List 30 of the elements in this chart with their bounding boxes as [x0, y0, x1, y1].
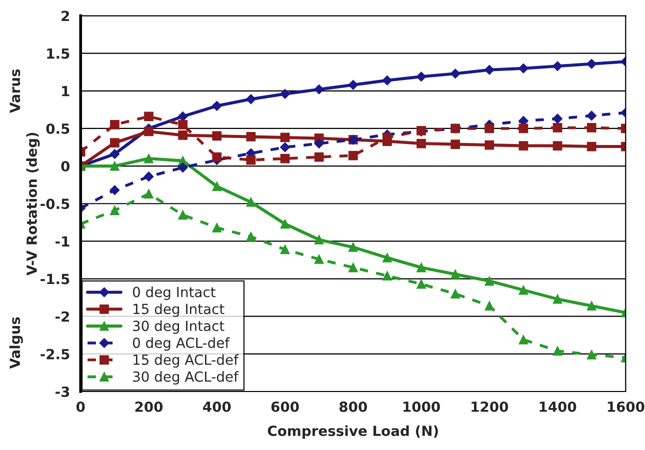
- y-tick-label: 1.5: [47, 48, 70, 59]
- legend-label: 30 deg ACL-def: [133, 371, 239, 385]
- y-tick-label: -1.5: [40, 274, 70, 284]
- x-axis-title: Compressive Load (N): [268, 425, 438, 439]
- y-tick-label: 1: [62, 86, 70, 96]
- y-tick-label: -0.5: [40, 198, 70, 210]
- x-tick-label: 400: [203, 401, 231, 412]
- y-tick-label: -2: [56, 311, 69, 322]
- y-tick-label: 0: [61, 161, 70, 172]
- x-tick-label: 800: [339, 401, 367, 412]
- y-tick-label: -3: [56, 386, 70, 397]
- y-tick-label: 2: [62, 10, 69, 22]
- text: Valgus: [9, 317, 23, 369]
- y-tick-label: 0.5: [46, 123, 70, 134]
- x-tick-label: 200: [135, 401, 163, 412]
- legend-label: 30 deg Intact: [133, 320, 224, 334]
- text: Varus: [10, 69, 20, 114]
- legend-label: 0 deg Intact: [132, 286, 216, 300]
- legend-label: 15 deg Intact: [134, 303, 224, 317]
- legend-label: 15 deg ACL-def: [134, 354, 239, 368]
- x-tick-label: 1600: [608, 401, 644, 412]
- x-tick-label: 0: [76, 401, 85, 412]
- y-tick-label: -1: [56, 236, 70, 246]
- x-tick-label: 1400: [540, 401, 576, 412]
- x-tick-label: 1200: [472, 401, 508, 412]
- y-tick-label: -2.5: [40, 348, 70, 360]
- y-axis-title: V-V Rotation (deg): [26, 132, 40, 276]
- x-tick-label: 1000: [404, 401, 440, 412]
- x-tick-label: 600: [271, 401, 299, 412]
- legend-label: 0 deg ACL-def: [132, 337, 230, 351]
